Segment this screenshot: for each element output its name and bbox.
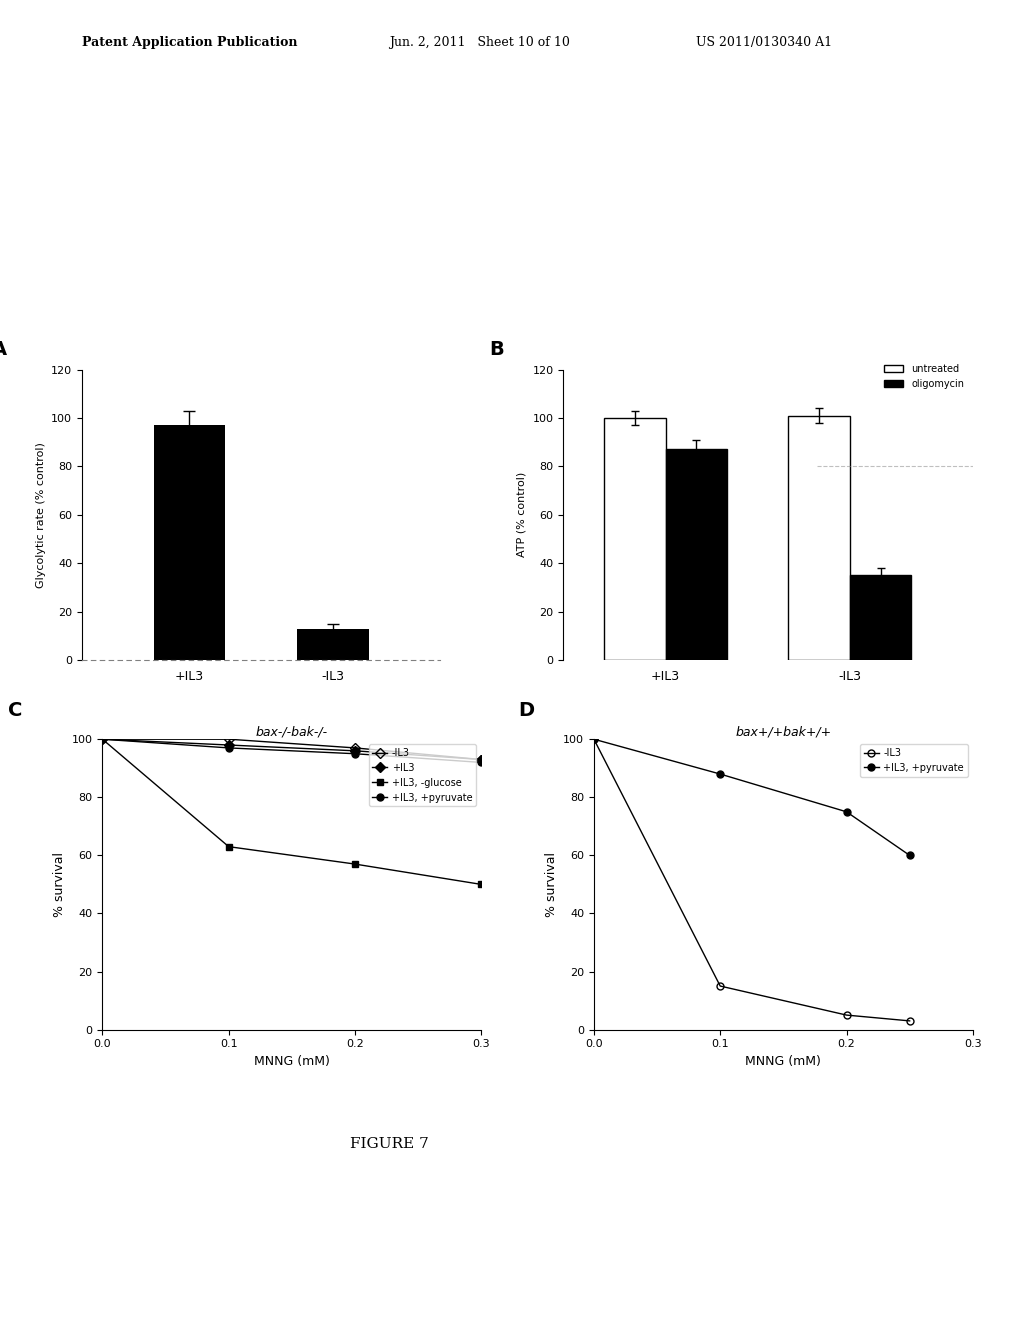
Y-axis label: % survival: % survival: [545, 851, 558, 917]
X-axis label: MNNG (mM): MNNG (mM): [254, 1055, 330, 1068]
Title: bax+/+bak+/+: bax+/+bak+/+: [735, 725, 831, 738]
Y-axis label: % survival: % survival: [53, 851, 67, 917]
Y-axis label: Glycolytic rate (% control): Glycolytic rate (% control): [36, 442, 45, 587]
Bar: [604, 418, 666, 660]
Bar: [788, 416, 850, 660]
Text: A: A: [0, 341, 7, 359]
X-axis label: MNNG (mM): MNNG (mM): [745, 1055, 821, 1068]
Y-axis label: ATP (% control): ATP (% control): [517, 473, 526, 557]
Bar: [297, 628, 369, 660]
Title: bax-/-bak-/-: bax-/-bak-/-: [256, 725, 328, 738]
Legend: -IL3, +IL3, +pyruvate: -IL3, +IL3, +pyruvate: [860, 744, 968, 776]
Text: Jun. 2, 2011   Sheet 10 of 10: Jun. 2, 2011 Sheet 10 of 10: [389, 36, 570, 49]
Legend: untreated, oligomycin: untreated, oligomycin: [880, 360, 968, 392]
Text: D: D: [518, 701, 535, 719]
Text: B: B: [489, 341, 504, 359]
Text: C: C: [8, 701, 23, 719]
Legend: -IL3, +IL3, +IL3, -glucose, +IL3, +pyruvate: -IL3, +IL3, +IL3, -glucose, +IL3, +pyruv…: [369, 744, 476, 807]
Text: US 2011/0130340 A1: US 2011/0130340 A1: [696, 36, 833, 49]
Text: Patent Application Publication: Patent Application Publication: [82, 36, 297, 49]
Text: FIGURE 7: FIGURE 7: [350, 1138, 428, 1151]
Bar: [850, 576, 911, 660]
Bar: [666, 449, 727, 660]
Bar: [154, 425, 225, 660]
